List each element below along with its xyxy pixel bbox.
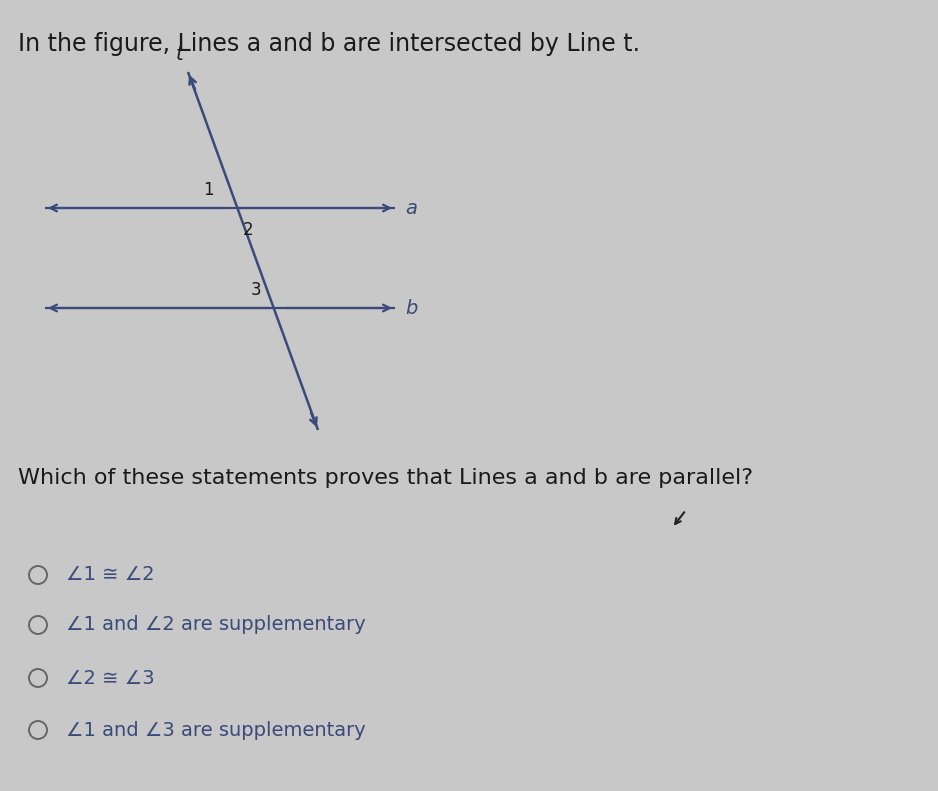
Text: 3: 3 xyxy=(250,281,262,299)
Text: 1: 1 xyxy=(203,181,213,199)
Text: ∠1 and ∠3 are supplementary: ∠1 and ∠3 are supplementary xyxy=(66,721,366,740)
Text: t: t xyxy=(176,45,184,64)
Text: ∠1 ≅ ∠2: ∠1 ≅ ∠2 xyxy=(66,566,155,585)
Text: ∠1 and ∠2 are supplementary: ∠1 and ∠2 are supplementary xyxy=(66,615,366,634)
Text: 2: 2 xyxy=(243,221,253,239)
Text: ∠2 ≅ ∠3: ∠2 ≅ ∠3 xyxy=(66,668,155,687)
Text: b: b xyxy=(405,298,417,317)
Text: In the figure, Lines a and b are intersected by Line t.: In the figure, Lines a and b are interse… xyxy=(18,32,640,56)
Text: a: a xyxy=(405,199,417,218)
Text: Which of these statements proves that Lines a and b are parallel?: Which of these statements proves that Li… xyxy=(18,468,753,488)
